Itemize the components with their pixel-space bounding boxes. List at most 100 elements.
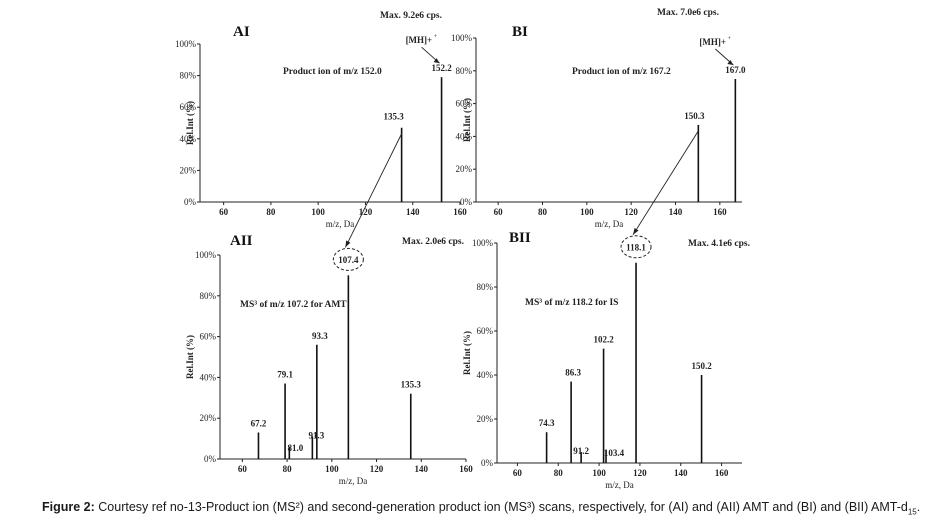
peak-label-aii: 107.4 (338, 255, 359, 265)
y-tick-label-aii: 40% (200, 372, 217, 382)
peak-label-aii: 81.0 (287, 443, 303, 453)
peak-label-bi: 167.0 (725, 65, 746, 75)
x-tick-label-bi: 160 (713, 207, 727, 217)
y-axis-label-bi: Rel.Int (%) (462, 98, 472, 142)
y-tick-label-ai: 80% (180, 71, 197, 81)
y-axis-label-bii: Rel.Int (%) (462, 331, 472, 375)
caption-subscript: 15 (907, 507, 917, 517)
x-tick-label-bii: 80 (554, 468, 564, 478)
circled-precursor-aii (332, 247, 364, 271)
x-axis-label-ai: m/z, Da (326, 219, 355, 229)
x-tick-label-ai: 60 (219, 207, 229, 217)
peak-label-bii: 74.3 (539, 418, 555, 428)
y-tick-label-bii: 80% (477, 282, 494, 292)
peak-label-bii: 118.1 (626, 242, 646, 252)
peak-label-aii: 135.3 (401, 380, 422, 390)
max-label-aii: Max. 2.0e6 cps. (402, 237, 464, 247)
peak-label-bii: 103.4 (604, 448, 625, 458)
y-tick-label-bi: 40% (456, 131, 473, 141)
y-tick-label-ai: 60% (180, 102, 197, 112)
x-tick-label-ai: 100 (311, 207, 325, 217)
chart-title-aii: MS³ of m/z 107.2 for AMT (240, 300, 347, 310)
panel-letter-bii: BII (509, 230, 531, 246)
y-tick-label-bii: 60% (477, 326, 494, 336)
fragment-arrow-a-line (344, 133, 403, 248)
y-tick-label-bi: 20% (456, 164, 473, 174)
x-axis-label-aii: m/z, Da (339, 476, 368, 486)
x-tick-label-bi: 80 (538, 207, 548, 217)
x-tick-label-bii: 140 (674, 468, 688, 478)
y-tick-label-bi: 100% (451, 33, 473, 43)
x-tick-label-bii: 60 (513, 468, 523, 478)
y-tick-label-ai: 100% (175, 39, 197, 49)
fragment-arrow-b-line (632, 130, 699, 236)
x-tick-label-bi: 60 (494, 207, 504, 217)
x-tick-label-aii: 60 (238, 464, 248, 474)
x-tick-label-bii: 120 (633, 468, 647, 478)
y-tick-label-aii: 100% (195, 250, 217, 260)
y-tick-label-bi: 60% (456, 99, 473, 109)
y-tick-label-bii: 40% (477, 370, 494, 380)
figure-canvas: 0% 20% 40% 60% 80% 100% 60 80 100 120 140 160 m/z, D… (175, 8, 750, 490)
peak-label-bii: 150.2 (691, 361, 712, 371)
circled-precursor-bii (620, 235, 652, 259)
x-tick-label-ai: 80 (266, 207, 276, 217)
peak-label-bii: 102.2 (593, 335, 614, 345)
peak-label-bi: 150.3 (684, 111, 705, 121)
x-tick-label-bi: 140 (669, 207, 683, 217)
mh-annotation-ai: [MH]+ (406, 35, 433, 45)
x-tick-label-aii: 160 (459, 464, 473, 474)
mh-arrow-head-ai (433, 58, 440, 64)
y-axis-label-aii: Rel.Int (%) (185, 335, 195, 379)
max-label-bii: Max. 4.1e6 cps. (688, 239, 750, 249)
peak-label-bii: 91.2 (573, 446, 589, 456)
panel-letter-bi: BI (512, 24, 528, 40)
y-tick-label-ai: 40% (180, 134, 197, 144)
x-tick-label-ai: 160 (453, 207, 467, 217)
x-tick-label-aii: 140 (415, 464, 429, 474)
x-tick-label-ai: 140 (406, 207, 420, 217)
y-tick-label-aii: 80% (200, 291, 217, 301)
peak-label-aii: 79.1 (277, 370, 293, 380)
fragment-arrow-b-head (633, 227, 639, 235)
y-tick-label-bii: 0% (481, 458, 494, 468)
caption-text: Courtesy ref no-13-Product ion (MS²) and… (94, 500, 908, 514)
y-tick-label-ai: 0% (184, 197, 197, 207)
y-tick-label-bi: 80% (456, 66, 473, 76)
mh-annotation-bi: [MH]+ (699, 37, 726, 47)
y-tick-label-ai: 20% (180, 165, 197, 175)
x-tick-label-aii: 120 (370, 464, 384, 474)
chart-title-bi: Product ion of m/z 167.2 (572, 67, 671, 77)
x-tick-label-aii: 100 (325, 464, 339, 474)
max-label-ai: Max. 9.2e6 cps. (380, 11, 442, 21)
fragment-arrow-a-head (345, 240, 351, 248)
x-tick-label-bi: 100 (580, 207, 594, 217)
mh-annotation-sup-ai: + (434, 33, 438, 40)
x-tick-label-aii: 80 (283, 464, 293, 474)
x-tick-label-bi: 120 (624, 207, 638, 217)
x-tick-label-ai: 120 (359, 207, 373, 217)
y-axis-label-ai: Rel.Int (%) (185, 101, 195, 145)
caption-prefix: Figure 2: (42, 500, 95, 514)
chart-title-bii: MS³ of m/z 118.2 for IS (525, 298, 618, 308)
x-axis-label-bii: m/z, Da (605, 480, 634, 490)
x-tick-label-bii: 100 (592, 468, 606, 478)
peak-label-bii: 86.3 (565, 368, 581, 378)
panel-letter-ai: AI (233, 24, 250, 40)
x-tick-label-bii: 160 (715, 468, 729, 478)
peak-label-ai: 135.3 (383, 112, 404, 122)
panel-letter-aii: AII (230, 233, 253, 249)
peak-label-aii: 93.3 (312, 331, 328, 341)
peak-label-aii: 67.2 (251, 418, 267, 428)
y-tick-label-bii: 100% (472, 238, 494, 248)
y-tick-label-bii: 20% (477, 414, 494, 424)
y-tick-label-bi: 0% (460, 197, 473, 207)
figure-caption: Figure 2: Courtesy ref no-13-Product ion… (42, 500, 922, 517)
y-tick-label-aii: 60% (200, 332, 217, 342)
y-tick-label-aii: 20% (200, 413, 217, 423)
mh-arrow-head-bi (727, 60, 734, 65)
mh-annotation-sup-bi: + (727, 35, 731, 42)
peak-label-ai: 152.2 (431, 63, 452, 73)
max-label-bi: Max. 7.0e6 cps. (657, 8, 719, 18)
x-axis-label-bi: m/z, Da (595, 219, 624, 229)
